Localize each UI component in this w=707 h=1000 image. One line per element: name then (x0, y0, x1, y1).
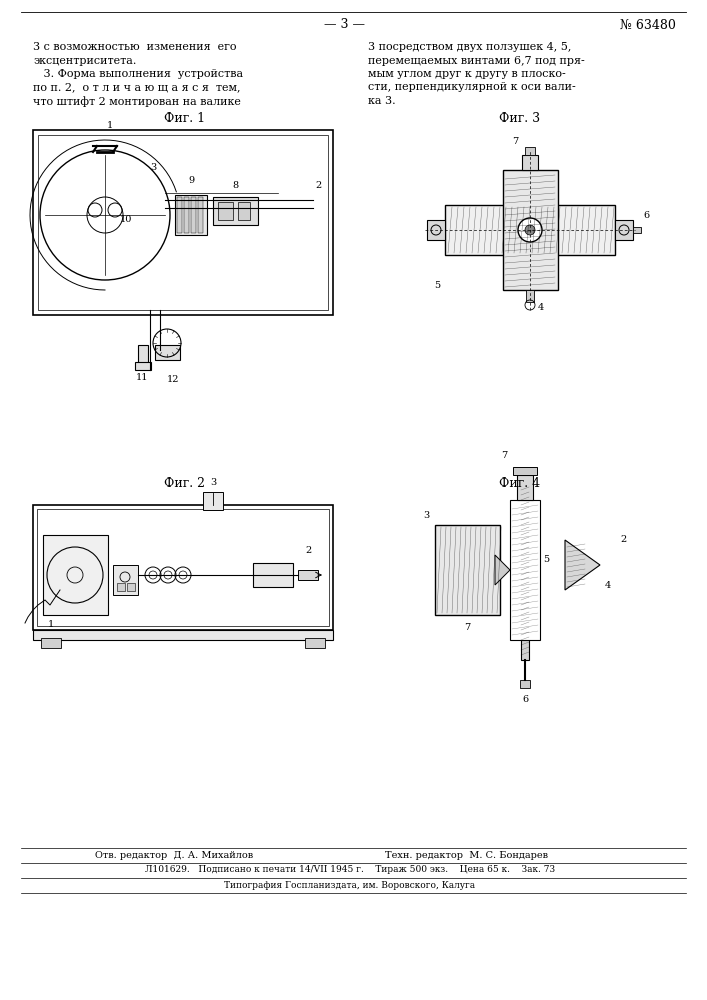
Text: Типография Госпланиздата, им. Воровского, Калуга: Типография Госпланиздата, им. Воровского… (224, 880, 476, 890)
Text: 4: 4 (605, 580, 612, 589)
Bar (155, 345, 180, 360)
Text: 5: 5 (543, 556, 549, 564)
Text: 2: 2 (620, 536, 626, 544)
Bar (198, 197, 203, 233)
Bar (517, 475, 533, 500)
Bar (522, 155, 538, 170)
Circle shape (525, 225, 535, 235)
Bar (633, 227, 641, 233)
Text: Фиг. 3: Фиг. 3 (499, 112, 541, 125)
Bar (135, 362, 151, 370)
Text: Фиг. 2: Фиг. 2 (165, 477, 206, 490)
Bar (177, 197, 182, 233)
Bar (41, 638, 61, 648)
Text: 5: 5 (434, 280, 440, 290)
Text: 3: 3 (423, 511, 430, 520)
Bar (521, 480, 529, 660)
Bar (33, 630, 333, 640)
Bar (37, 509, 329, 626)
Text: Л101629.   Подписано к печати 14/VII 1945 г.    Тираж 500 экз.    Цена 65 к.    : Л101629. Подписано к печати 14/VII 1945 … (145, 865, 555, 874)
Polygon shape (565, 540, 600, 590)
Text: ка 3.: ка 3. (368, 96, 396, 106)
Bar (526, 290, 534, 302)
Bar (213, 197, 258, 225)
Text: № 63480: № 63480 (620, 18, 676, 31)
Text: 1: 1 (48, 620, 54, 629)
Bar (520, 680, 530, 688)
Text: перемещаемых винтами 6,7 под пря-: перемещаемых винтами 6,7 под пря- (368, 55, 585, 66)
Bar (427, 220, 445, 240)
Text: 1: 1 (107, 121, 113, 130)
Text: сти, перпендикулярной к оси вали-: сти, перпендикулярной к оси вали- (368, 83, 575, 93)
Text: 3 с возможностью  изменения  его: 3 с возможностью изменения его (33, 42, 237, 52)
Bar (43, 535, 108, 615)
Bar (138, 345, 148, 365)
Text: 12: 12 (167, 375, 180, 384)
Circle shape (518, 218, 542, 242)
Bar (298, 570, 318, 580)
Text: Фиг. 1: Фиг. 1 (165, 112, 206, 125)
Bar (33, 130, 333, 315)
Text: 3: 3 (150, 163, 156, 172)
Text: Отв. редактор  Д. А. Михайлов: Отв. редактор Д. А. Михайлов (95, 850, 253, 859)
Text: мым углом друг к другу в плоско-: мым углом друг к другу в плоско- (368, 69, 566, 79)
Text: Техн. редактор  М. С. Бондарев: Техн. редактор М. С. Бондарев (385, 850, 548, 859)
Bar (238, 202, 250, 220)
Bar (184, 197, 189, 233)
Text: 10: 10 (120, 216, 132, 225)
Text: 6: 6 (643, 211, 649, 220)
Bar (503, 170, 558, 290)
Text: 2: 2 (305, 546, 311, 555)
Polygon shape (495, 555, 510, 585)
Bar (127, 583, 135, 591)
Bar (445, 205, 615, 255)
Bar (525, 147, 535, 155)
Bar (305, 638, 325, 648)
Bar (513, 467, 537, 475)
Bar (38, 135, 328, 310)
Text: 11: 11 (136, 373, 148, 382)
Text: 2: 2 (315, 181, 321, 190)
Bar (253, 563, 293, 587)
Bar (218, 202, 233, 220)
Text: 6: 6 (522, 695, 528, 704)
Text: 9: 9 (188, 176, 194, 185)
Bar (615, 220, 633, 240)
Text: по п. 2,  о т л и ч а ю щ а я с я  тем,: по п. 2, о т л и ч а ю щ а я с я тем, (33, 83, 240, 93)
Text: 7: 7 (501, 451, 507, 460)
Text: — 3 —: — 3 — (325, 18, 366, 31)
Text: Фиг. 4: Фиг. 4 (499, 477, 541, 490)
Bar (33, 505, 333, 630)
Text: 7: 7 (464, 623, 470, 632)
Text: 3: 3 (210, 478, 216, 487)
Text: 4: 4 (538, 304, 544, 312)
Bar (113, 565, 138, 595)
Text: эксцентриситета.: эксцентриситета. (33, 55, 136, 66)
Text: 7: 7 (512, 137, 518, 146)
Text: 3. Форма выполнения  устройства: 3. Форма выполнения устройства (33, 69, 243, 79)
Bar (203, 492, 223, 510)
Text: 3 посредством двух ползушек 4, 5,: 3 посредством двух ползушек 4, 5, (368, 42, 571, 52)
Bar (117, 583, 125, 591)
Text: 8: 8 (232, 181, 238, 190)
Bar (175, 195, 207, 235)
Bar (435, 525, 500, 615)
Bar (191, 197, 196, 233)
Bar (510, 500, 540, 640)
Text: что штифт 2 монтирован на валике: что штифт 2 монтирован на валике (33, 96, 241, 107)
